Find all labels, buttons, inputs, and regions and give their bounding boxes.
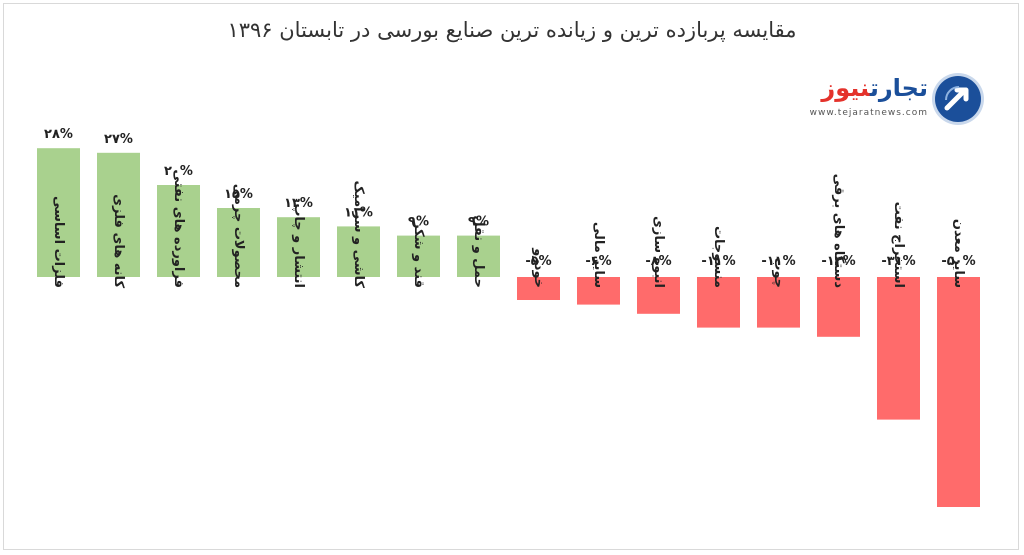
bar bbox=[217, 208, 260, 277]
value-label: ۲۸% bbox=[44, 127, 73, 142]
category-label: محصولات چرمی bbox=[231, 184, 246, 288]
logo-wordmark: تجارتنیوز bbox=[821, 74, 928, 102]
bar bbox=[757, 277, 800, 328]
chart-title: مقایسه پربازده ترین و زیانده ترین صنایع … bbox=[227, 18, 797, 42]
value-label: ۱۱% bbox=[344, 205, 373, 220]
value-label: -۳۱% bbox=[881, 254, 915, 269]
category-label: خودرو bbox=[531, 247, 546, 288]
value-label: ۹% bbox=[468, 215, 489, 230]
bar bbox=[37, 148, 80, 277]
value-label: -۸% bbox=[645, 254, 671, 269]
value-label: -۵۰% bbox=[941, 254, 975, 269]
value-label: -۱۳% bbox=[821, 254, 855, 269]
logo-url: www.tejaratnews.com bbox=[809, 108, 928, 118]
category-label: دستگاه های برقی bbox=[831, 174, 847, 289]
value-label: -۵% bbox=[525, 254, 551, 269]
bar bbox=[97, 152, 140, 277]
category-label: قند و شکر bbox=[411, 220, 426, 288]
bar bbox=[517, 277, 560, 300]
logo-emblem-icon bbox=[935, 76, 981, 122]
category-label: سایر مالی bbox=[591, 222, 606, 288]
category-label: استخراج نفت bbox=[891, 202, 906, 288]
bar bbox=[637, 277, 680, 314]
category-label: حمل و نقل bbox=[471, 215, 486, 288]
category-label: انتشار و چاپ bbox=[291, 203, 306, 288]
bar bbox=[877, 277, 920, 420]
category-label: فراورده های نفتی bbox=[171, 169, 186, 288]
bar bbox=[937, 277, 980, 507]
bar bbox=[397, 235, 440, 277]
category-label: چوب bbox=[771, 257, 786, 288]
category-label: کانه های فلزی bbox=[111, 194, 126, 288]
bar bbox=[157, 185, 200, 277]
bar bbox=[337, 226, 380, 277]
category-label: سایر معدن bbox=[951, 219, 966, 288]
category-label: کاشی و سرامیک bbox=[351, 180, 366, 288]
category-label: انبوه سازی bbox=[651, 216, 666, 288]
category-label: فلزات اساسی bbox=[51, 196, 66, 288]
value-label: -۱۱% bbox=[701, 254, 735, 269]
tejaratnews-logo: تجارتنیوز www.tejaratnews.com bbox=[790, 70, 990, 130]
value-label: -۶% bbox=[585, 254, 611, 269]
value-label: ۹% bbox=[408, 215, 429, 230]
bar bbox=[277, 217, 320, 277]
value-label: ۲۰% bbox=[164, 164, 193, 179]
value-label: ۱۳% bbox=[284, 196, 313, 211]
chart-frame bbox=[3, 3, 1019, 550]
value-label: ۱۵% bbox=[224, 187, 253, 202]
value-label: ۲۷% bbox=[104, 132, 133, 147]
logo-wordmark-part1: تجارت bbox=[869, 74, 928, 102]
value-label: -۱۱% bbox=[761, 254, 795, 269]
bar bbox=[577, 277, 620, 305]
logo-wordmark-part2: نیوز bbox=[821, 74, 870, 102]
bar bbox=[697, 277, 740, 328]
bar bbox=[817, 277, 860, 337]
bar bbox=[457, 235, 500, 277]
category-label: منسوجات bbox=[711, 226, 726, 288]
